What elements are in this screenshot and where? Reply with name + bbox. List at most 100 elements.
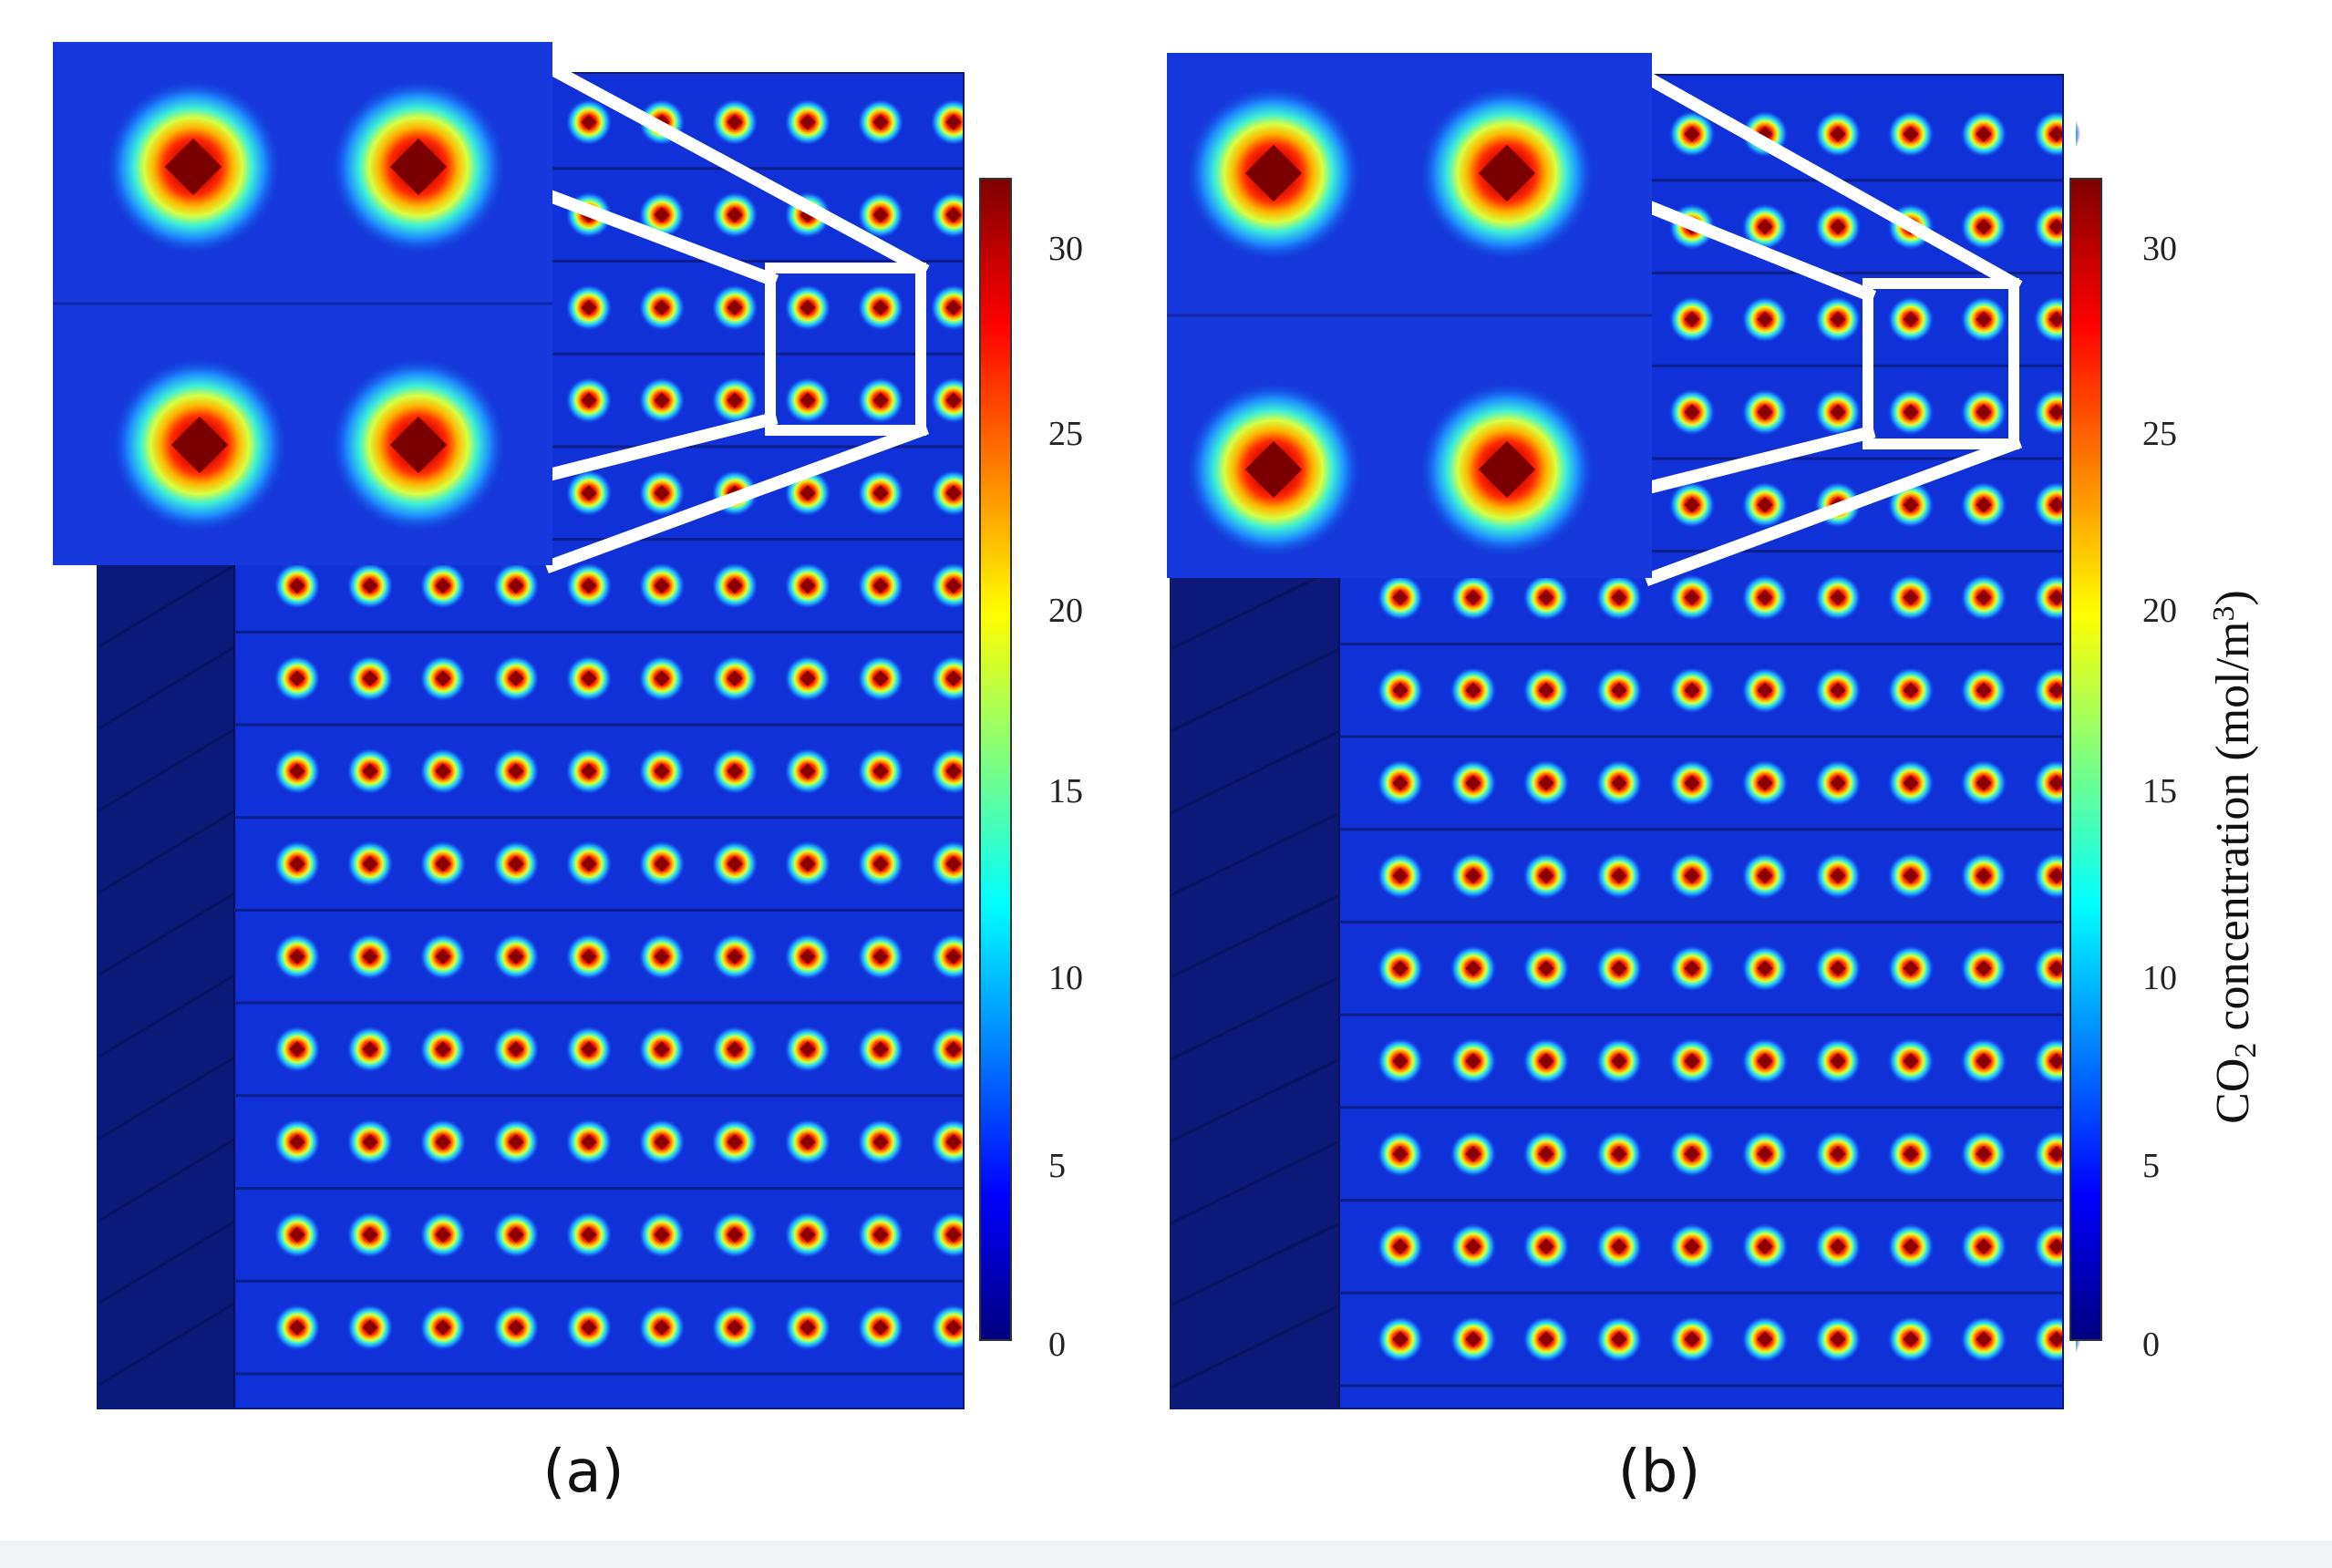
- hatch-line-b: [1170, 647, 1340, 733]
- spot-b: [1887, 295, 1935, 344]
- spot-a: [857, 284, 904, 332]
- panel-b: 0 5 10 15 20 25 30 (b): [1167, 0, 2332, 1568]
- spot-a: [492, 1026, 540, 1073]
- hatch-line-b: [1170, 565, 1340, 651]
- spot-a: [346, 1211, 394, 1259]
- spot-b: [1960, 944, 2007, 993]
- spot-b: [1814, 202, 1862, 251]
- spot-a: [346, 1304, 394, 1352]
- colorbar-b: [2069, 178, 2102, 1341]
- spot-a: [492, 1118, 540, 1166]
- spot-b: [1450, 666, 1497, 715]
- spot-b: [1887, 851, 1935, 900]
- spot-b: [1960, 480, 2007, 529]
- field-bottom-margin-a: [98, 1408, 976, 1436]
- spot-a: [273, 1118, 321, 1166]
- spot-a: [419, 747, 467, 795]
- spot-a: [492, 562, 540, 610]
- inset-spot-b: [1418, 380, 1596, 559]
- spot-b: [1814, 295, 1862, 344]
- spot-b: [1377, 573, 1424, 622]
- spot-a: [273, 655, 321, 703]
- field-bottom-margin-b: [1171, 1408, 2076, 1436]
- spot-a: [565, 284, 613, 332]
- spot-a: [346, 1118, 394, 1166]
- spot-b: [1450, 1037, 1497, 1085]
- spot-a: [273, 1304, 321, 1352]
- hatch-line-b: [1170, 729, 1340, 815]
- colorbar-b-tick-0: 0: [2142, 1326, 2160, 1364]
- spot-b: [1960, 110, 2007, 158]
- spot-a: [711, 933, 758, 981]
- spot-a: [492, 655, 540, 703]
- spot-b: [1960, 1315, 2007, 1364]
- spot-a: [711, 747, 758, 795]
- inset-spot-a: [110, 356, 289, 534]
- spot-a: [565, 747, 613, 795]
- spot-b: [1960, 666, 2007, 715]
- spot-a: [711, 98, 758, 146]
- spot-a: [346, 933, 394, 981]
- spot-a: [419, 933, 467, 981]
- spot-a: [711, 655, 758, 703]
- spot-b: [1887, 1315, 1935, 1364]
- spot-b: [1887, 1222, 1935, 1271]
- colorbar-a-tick-10: 10: [1048, 959, 1083, 997]
- spot-a: [638, 1118, 686, 1166]
- spot-a: [273, 1026, 321, 1073]
- colorbar-a-tick-0: 0: [1048, 1326, 1066, 1364]
- spot-b: [1595, 1037, 1643, 1085]
- spot-a: [857, 1304, 904, 1352]
- spot-b: [1450, 573, 1497, 622]
- spot-a: [492, 747, 540, 795]
- hatch-line-a: [97, 974, 235, 1059]
- spot-a: [711, 840, 758, 888]
- spot-a: [857, 655, 904, 703]
- caption-b: (b): [1617, 1439, 1701, 1506]
- colorbar-b-tick-10: 10: [2142, 959, 2177, 997]
- spot-b: [1887, 1037, 1935, 1085]
- spot-b: [1741, 851, 1789, 900]
- spot-b: [1887, 573, 1935, 622]
- zoom-callout-line-a: [543, 60, 930, 277]
- spot-b: [1595, 851, 1643, 900]
- spot-a: [711, 377, 758, 425]
- spot-a: [638, 840, 686, 888]
- spot-b: [1595, 1222, 1643, 1271]
- spot-a: [711, 191, 758, 239]
- colorbar-title-sup: 3: [2207, 605, 2241, 622]
- spot-b: [1595, 758, 1643, 807]
- spot-a: [857, 840, 904, 888]
- colorbar-a-tick-25: 25: [1048, 415, 1083, 453]
- inset-spot-a: [104, 77, 283, 256]
- spot-a: [565, 1118, 613, 1166]
- spot-a: [857, 469, 904, 517]
- hatch-line-b: [1170, 1222, 1340, 1307]
- spot-b: [1741, 480, 1789, 529]
- spot-a: [638, 1026, 686, 1073]
- spot-b: [1741, 573, 1789, 622]
- colorbar-a-tick-30: 30: [1048, 230, 1083, 268]
- spot-b: [1814, 388, 1862, 437]
- inset-spot-b: [1184, 84, 1363, 263]
- zoom-callout-line-a: [544, 422, 929, 573]
- spot-b: [1377, 1315, 1424, 1364]
- spot-a: [857, 377, 904, 425]
- spot-a: [273, 1211, 321, 1259]
- spot-b: [1960, 202, 2007, 251]
- spot-a: [784, 1118, 831, 1166]
- zoom-box-a: [765, 263, 926, 436]
- spot-a: [784, 1211, 831, 1259]
- spot-b: [1887, 666, 1935, 715]
- colorbar-b-tick-25: 25: [2142, 415, 2177, 453]
- spot-a: [784, 284, 831, 332]
- spot-a: [346, 747, 394, 795]
- spot-a: [492, 933, 540, 981]
- spot-a: [784, 747, 831, 795]
- spot-a: [492, 840, 540, 888]
- colorbar-a-tick-20: 20: [1048, 592, 1083, 630]
- hatch-line-b: [1170, 893, 1340, 979]
- hatch-line-a: [97, 892, 235, 977]
- spot-b: [1377, 851, 1424, 900]
- spot-b: [1741, 944, 1789, 993]
